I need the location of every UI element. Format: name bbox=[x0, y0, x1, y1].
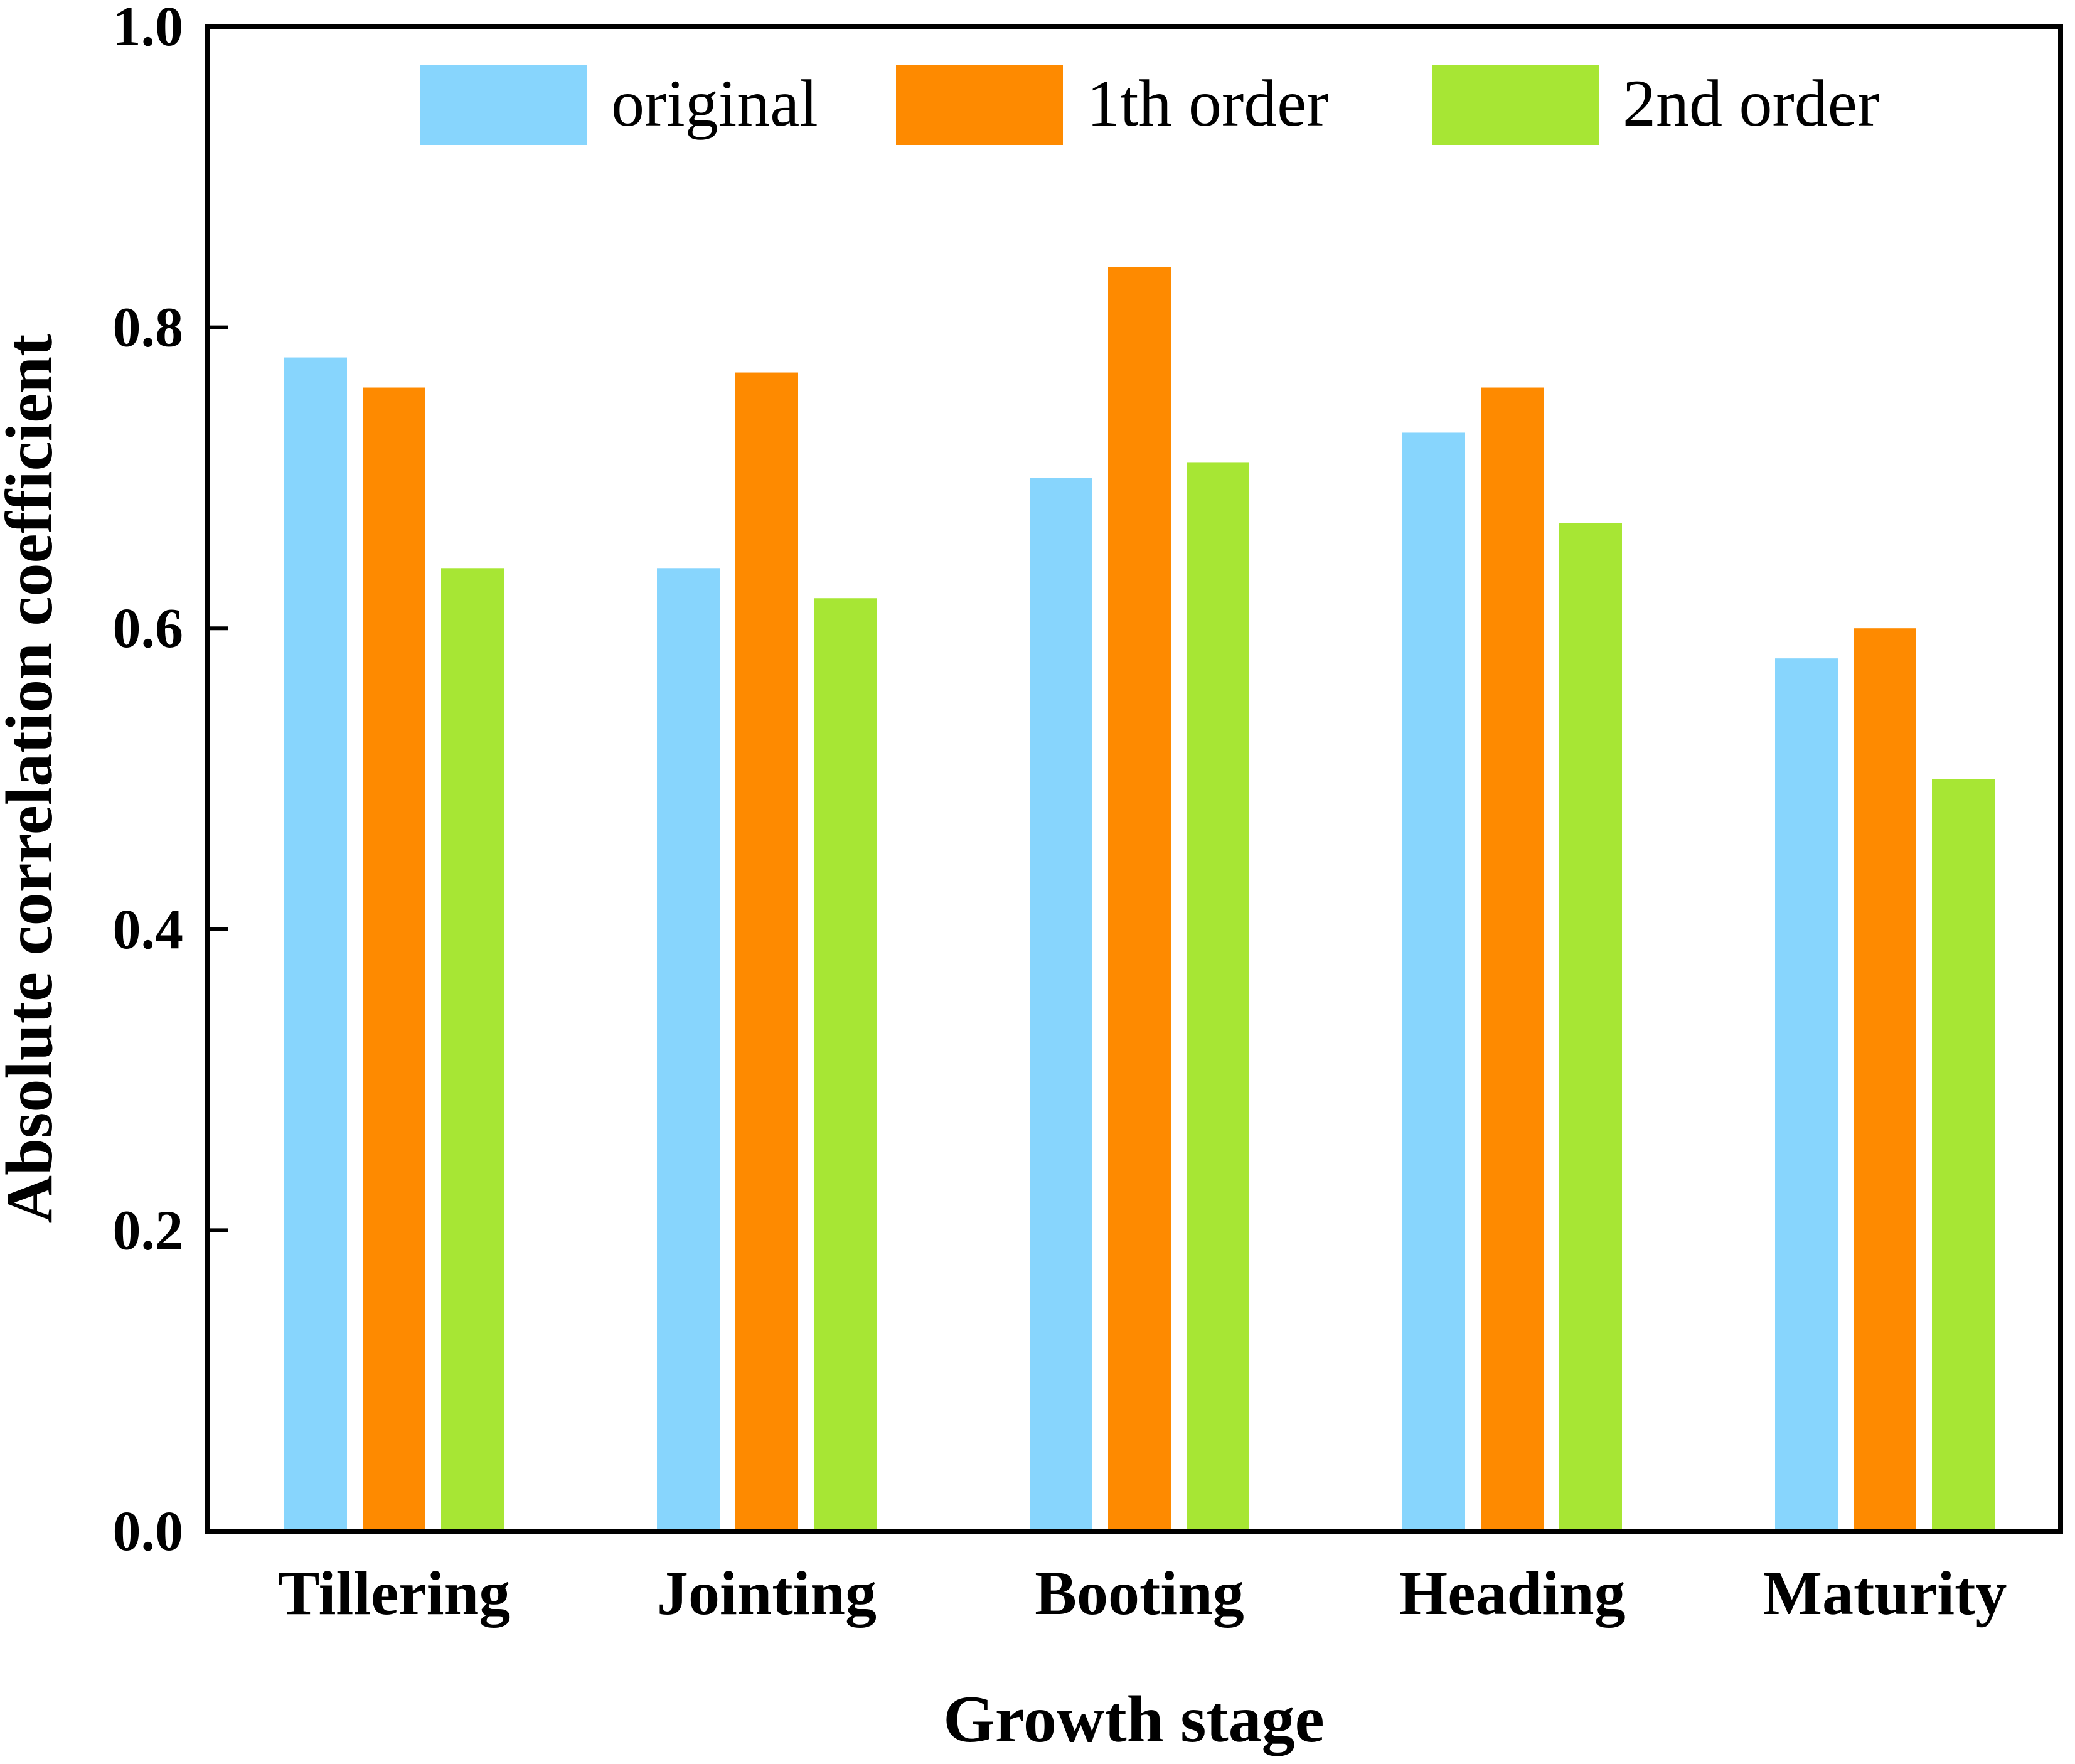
bar-maturity-original bbox=[1775, 658, 1838, 1531]
legend-swatch-original bbox=[420, 65, 587, 145]
y-tick-label: 0.2 bbox=[113, 1199, 184, 1261]
bar-maturity-2nd-order bbox=[1932, 779, 1995, 1531]
legend-swatch-2nd-order bbox=[1432, 65, 1599, 145]
bar-booting-2nd-order bbox=[1187, 462, 1249, 1532]
bar-heading-original bbox=[1402, 432, 1465, 1532]
bar-tillering-1th-order bbox=[363, 387, 425, 1531]
y-tick-label: 0.0 bbox=[113, 1500, 184, 1563]
bar-maturity-1th-order bbox=[1854, 628, 1916, 1532]
bar-tillering-2nd-order bbox=[441, 568, 504, 1531]
legend-label-1th-order: 1th order bbox=[1087, 67, 1329, 140]
x-tick-label-jointing: Jointing bbox=[657, 1558, 877, 1628]
legend-swatch-1th-order bbox=[896, 65, 1063, 145]
y-tick-label: 1.0 bbox=[113, 0, 184, 58]
y-tick-label: 0.4 bbox=[113, 899, 184, 961]
y-axis: 0.0 0.2 0.4 0.6 0.8 1.0 bbox=[113, 0, 228, 1563]
legend: original 1th order 2nd order bbox=[420, 65, 1879, 145]
bar-jointing-original bbox=[657, 568, 720, 1531]
bar-jointing-2nd-order bbox=[814, 598, 877, 1531]
x-tick-label-tillering: Tillering bbox=[278, 1558, 510, 1628]
y-axis-title: Absolute correlation coefficient bbox=[0, 334, 66, 1224]
x-tick-label-heading: Heading bbox=[1399, 1558, 1625, 1628]
y-tick-label: 0.6 bbox=[113, 597, 184, 660]
legend-label-original: original bbox=[611, 67, 818, 140]
bar-heading-2nd-order bbox=[1559, 523, 1622, 1531]
bar-jointing-1th-order bbox=[735, 372, 798, 1531]
bar-tillering-original bbox=[284, 357, 347, 1531]
legend-label-2nd-order: 2nd order bbox=[1623, 67, 1879, 140]
x-tick-label-maturity: Maturity bbox=[1763, 1558, 2007, 1628]
x-tick-label-booting: Booting bbox=[1035, 1558, 1244, 1628]
bar-booting-1th-order bbox=[1108, 267, 1171, 1532]
bars-layer bbox=[284, 267, 1995, 1532]
bar-booting-original bbox=[1030, 478, 1092, 1531]
y-tick-label: 0.8 bbox=[113, 297, 184, 359]
x-axis: Tillering Jointing Booting Heading Maturity bbox=[278, 1558, 2007, 1628]
bar-heading-1th-order bbox=[1481, 387, 1544, 1531]
plot-frame bbox=[205, 24, 2063, 1534]
x-axis-title: Growth stage bbox=[943, 1682, 1324, 1756]
